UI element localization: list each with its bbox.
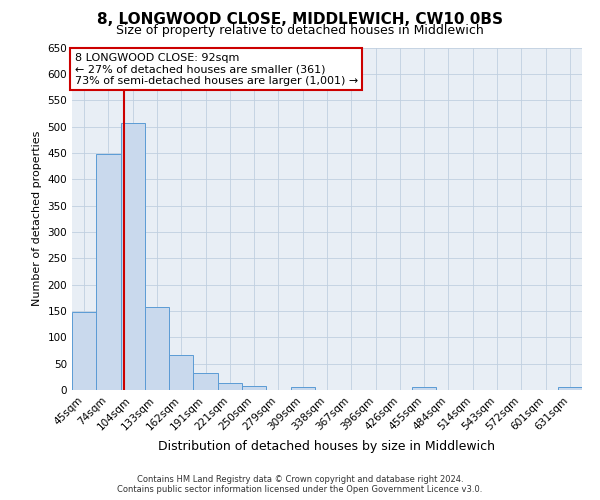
X-axis label: Distribution of detached houses by size in Middlewich: Distribution of detached houses by size …	[158, 440, 496, 453]
Text: Contains HM Land Registry data © Crown copyright and database right 2024.
Contai: Contains HM Land Registry data © Crown c…	[118, 474, 482, 494]
Bar	[242, 386, 266, 390]
Bar	[96, 154, 121, 390]
Bar	[290, 388, 315, 390]
Bar	[218, 383, 242, 390]
Bar	[121, 124, 145, 390]
Bar	[169, 354, 193, 390]
Bar	[72, 312, 96, 390]
Text: Size of property relative to detached houses in Middlewich: Size of property relative to detached ho…	[116, 24, 484, 37]
Text: 8 LONGWOOD CLOSE: 92sqm
← 27% of detached houses are smaller (361)
73% of semi-d: 8 LONGWOOD CLOSE: 92sqm ← 27% of detache…	[74, 52, 358, 86]
Bar	[193, 373, 218, 390]
Y-axis label: Number of detached properties: Number of detached properties	[32, 131, 42, 306]
Text: 8, LONGWOOD CLOSE, MIDDLEWICH, CW10 0BS: 8, LONGWOOD CLOSE, MIDDLEWICH, CW10 0BS	[97, 12, 503, 28]
Bar	[412, 388, 436, 390]
Bar	[558, 388, 582, 390]
Bar	[145, 306, 169, 390]
